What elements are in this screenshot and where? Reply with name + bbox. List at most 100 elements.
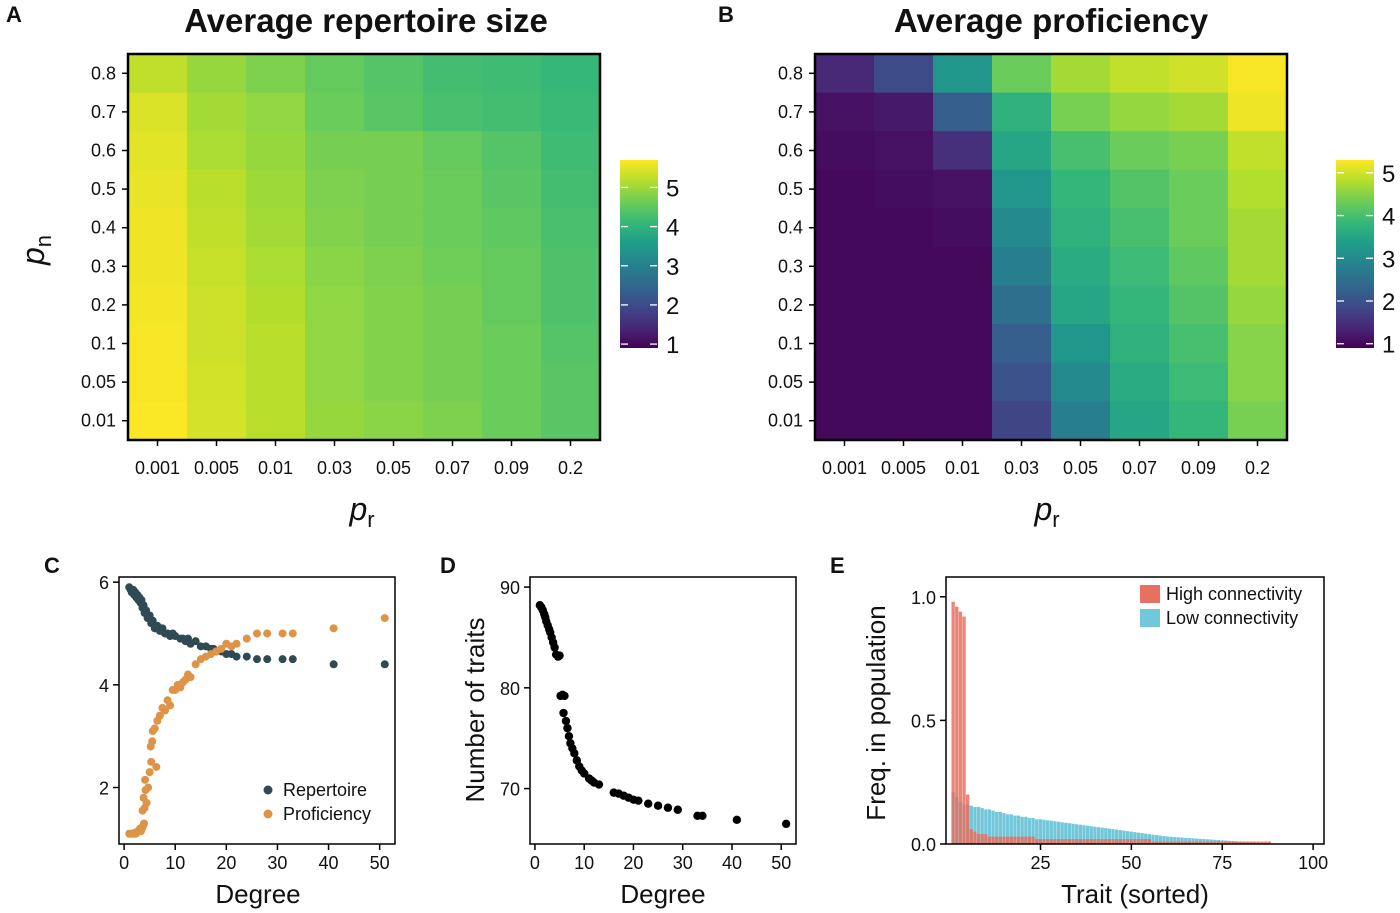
x-tick-label: 0.001 <box>822 458 867 478</box>
y-tick-label: 0.05 <box>81 372 116 392</box>
bar <box>1169 841 1173 844</box>
bar <box>969 805 973 844</box>
scatter-point <box>732 815 742 825</box>
scatter-d-frame <box>529 576 797 845</box>
bar-trait-frequency: 25 50 75 100 0.0 0.5 1.0 Trait (sorted) Freq. … <box>861 576 1328 909</box>
bar-e-legend: High connectivity Low connectivity <box>1140 584 1302 628</box>
colorbar-tick-label: 3 <box>1382 246 1395 273</box>
bar <box>1231 841 1235 844</box>
bar <box>1111 829 1115 844</box>
bar <box>1075 839 1079 844</box>
heatmap-cell <box>187 131 247 171</box>
heatmap-cell <box>992 401 1052 441</box>
scatter-point <box>147 757 156 766</box>
heatmap-cell <box>1110 362 1170 402</box>
heatmap-cell <box>128 324 188 364</box>
bar <box>1024 836 1028 844</box>
heatmap-a-xlabel: pr <box>348 491 374 532</box>
y-tick-label: 80 <box>500 679 520 699</box>
heatmap-b-xlabel: pr <box>1033 491 1059 532</box>
x-tick-label: 0.09 <box>494 458 529 478</box>
bar <box>995 836 999 844</box>
heatmap-cell <box>992 285 1052 325</box>
heatmap-cell <box>933 131 993 171</box>
bar <box>1176 841 1181 844</box>
heatmap-cell <box>1110 169 1170 209</box>
heatmap-cell <box>541 324 601 364</box>
x-tick-label: 30 <box>673 853 693 873</box>
x-tick-label: 25 <box>1030 853 1050 873</box>
bar <box>973 831 977 844</box>
bar <box>1085 825 1090 844</box>
scatter-point <box>253 655 261 664</box>
bar <box>1249 841 1253 844</box>
x-tick-label: 0.07 <box>435 458 470 478</box>
bar <box>1187 838 1192 844</box>
y-tick-label: 0.5 <box>778 179 803 199</box>
bar <box>1238 841 1242 844</box>
heatmap-cell <box>541 131 601 171</box>
x-tick-label: 0.09 <box>1181 458 1216 478</box>
bar <box>1104 828 1108 844</box>
bar <box>1256 841 1261 844</box>
bar <box>1013 815 1017 844</box>
heatmap-cell <box>1169 401 1229 441</box>
heatmap-b-title: Average proficiency <box>894 2 1209 39</box>
scatter-point <box>570 749 579 758</box>
bar <box>1242 841 1246 844</box>
scatter-point <box>329 660 338 669</box>
colorbar-tick-label: 3 <box>666 254 679 281</box>
bar <box>1035 839 1039 844</box>
scatter-point <box>561 716 571 726</box>
bar <box>1180 841 1184 844</box>
bar <box>1176 837 1181 844</box>
heatmap-cell <box>305 169 365 209</box>
bar <box>1093 839 1097 844</box>
colorbar-tick-label: 1 <box>666 332 679 359</box>
scatter-point <box>329 624 338 633</box>
scatter-point <box>191 660 200 669</box>
bar <box>1125 839 1130 844</box>
x-tick-label: 100 <box>1298 853 1328 873</box>
heatmap-cell <box>305 92 365 132</box>
bar <box>1234 841 1239 844</box>
heatmap-cell <box>187 401 247 441</box>
legend-label: Low connectivity <box>1166 608 1298 628</box>
bar <box>1027 818 1032 844</box>
heatmap-cell <box>246 247 306 287</box>
bar <box>1093 826 1097 844</box>
bar <box>1209 841 1213 844</box>
heatmap-cell <box>1169 92 1229 132</box>
heatmap-cell <box>1228 131 1288 171</box>
x-tick-label: 10 <box>574 853 594 873</box>
y-tick-label: 0.2 <box>91 295 116 315</box>
heatmap-cell <box>815 401 875 441</box>
heatmap-cell <box>128 54 188 94</box>
heatmap-a-ylabel-main: p <box>15 247 51 266</box>
heatmap-cell <box>482 362 542 402</box>
bar <box>1082 839 1086 844</box>
bar <box>1122 830 1126 844</box>
scatter-point <box>166 701 175 710</box>
scatter-point <box>555 651 564 660</box>
heatmap-cell <box>1110 131 1170 171</box>
heatmap-cell <box>1228 92 1288 132</box>
heatmap-cell <box>992 92 1052 132</box>
heatmap-cell <box>364 324 424 364</box>
heatmap-cell <box>815 362 875 402</box>
bar <box>1035 819 1039 844</box>
scatter-point <box>155 711 164 720</box>
y-tick-label: 2 <box>99 779 109 799</box>
scatter-point <box>186 673 195 682</box>
heatmap-cell <box>187 247 247 287</box>
bar <box>1184 837 1188 844</box>
x-tick-label: 10 <box>165 853 185 873</box>
heatmap-cell <box>246 169 306 209</box>
bar <box>1115 839 1119 844</box>
bar <box>1260 841 1264 844</box>
bar <box>1056 839 1061 844</box>
heatmap-cell <box>423 247 483 287</box>
bar <box>1002 836 1006 844</box>
scatter-point <box>781 819 791 829</box>
